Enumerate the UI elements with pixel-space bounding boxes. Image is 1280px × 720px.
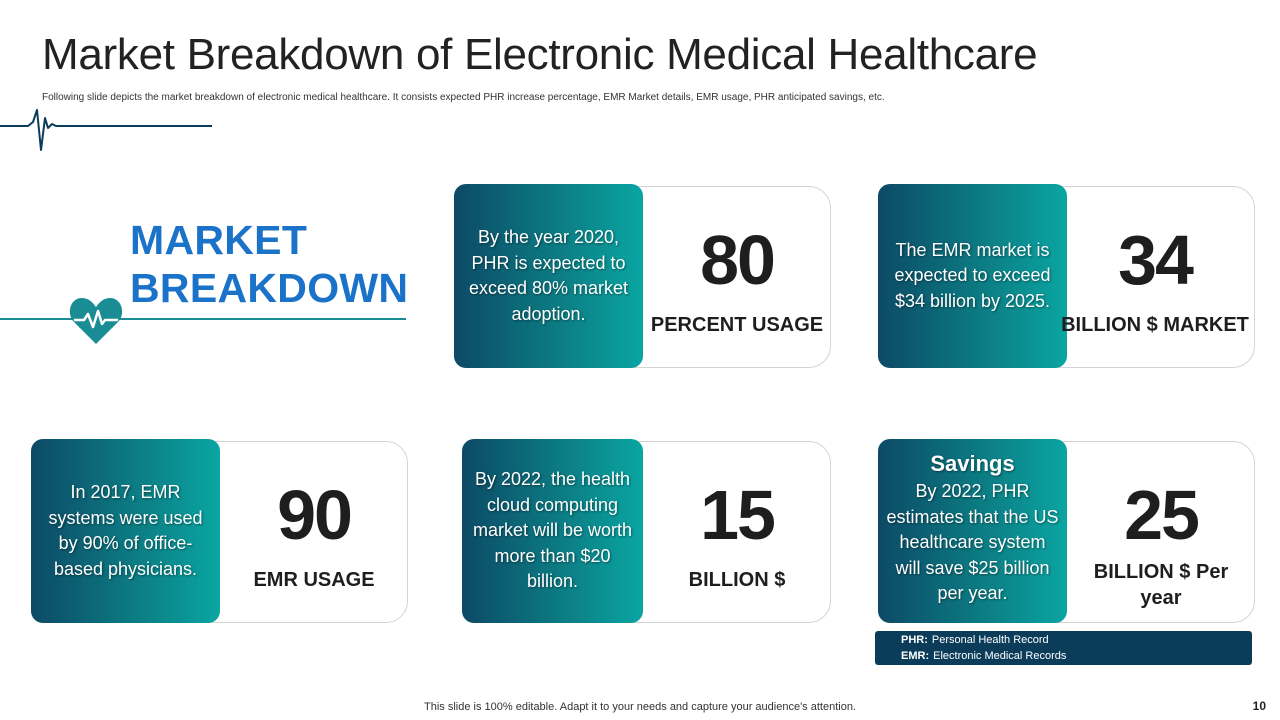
stat-card-phr-savings: Savings By 2022, PHR estimates that the … <box>878 439 1255 624</box>
stat-card-health-cloud: By 2022, the health cloud computing mark… <box>454 439 831 624</box>
card-description: By 2022, PHR estimates that the US healt… <box>886 481 1059 603</box>
card-number: 15 <box>700 476 776 554</box>
market-breakdown-heading: MARKET BREAKDOWN <box>130 216 408 312</box>
abbreviation-legend: PHR: Personal Health Record EMR: Electroni… <box>875 631 1252 665</box>
stat-card-phr-adoption: By the year 2020, PHR is expected to exc… <box>454 184 831 369</box>
legend-item: EMR: Electronic Medical Records <box>901 649 1252 665</box>
footer-note: This slide is 100% editable. Adapt it to… <box>424 701 856 713</box>
card-unit: BILLION $ Per year <box>1093 561 1229 609</box>
card-description: The EMR market is expected to exceed $34… <box>894 239 1051 311</box>
card-unit: PERCENT USAGE <box>650 314 824 336</box>
heading-line-2: BREAKDOWN <box>130 265 409 311</box>
card-number: 34 <box>1118 221 1194 299</box>
card-number: 25 <box>1124 476 1200 554</box>
card-unit: BILLION $ MARKET <box>1061 314 1249 336</box>
card-description: By 2022, the health cloud computing mark… <box>472 469 633 592</box>
page-number: 10 <box>1252 699 1266 713</box>
legend-item: PHR: Personal Health Record <box>901 633 1252 649</box>
legend-abbr: PHR: <box>901 634 928 646</box>
slide-title: Market Breakdown of Electronic Medical H… <box>42 30 1038 79</box>
card-description: In 2017, EMR systems were used by 90% of… <box>48 482 203 579</box>
card-description-panel: In 2017, EMR systems were used by 90% of… <box>31 439 220 623</box>
stat-card-emr-market: The EMR market is expected to exceed $34… <box>878 184 1255 369</box>
card-heading: Savings <box>930 451 1015 476</box>
card-description-panel: By the year 2020, PHR is expected to exc… <box>454 184 643 368</box>
card-description-panel: The EMR market is expected to exceed $34… <box>878 184 1067 368</box>
card-number: 90 <box>277 476 353 554</box>
legend-text: Electronic Medical Records <box>933 649 1067 662</box>
heartbeat-line-icon <box>0 109 212 151</box>
card-description-panel: By 2022, the health cloud computing mark… <box>462 439 643 623</box>
stat-card-emr-usage: In 2017, EMR systems were used by 90% of… <box>31 439 408 624</box>
card-description-panel: Savings By 2022, PHR estimates that the … <box>878 439 1067 623</box>
slide-subtitle: Following slide depicts the market break… <box>42 92 885 103</box>
heading-line-1: MARKET <box>130 217 308 263</box>
card-description: By the year 2020, PHR is expected to exc… <box>468 227 629 324</box>
card-unit: EMR USAGE <box>253 569 375 591</box>
heading-divider <box>0 318 406 320</box>
heart-pulse-icon <box>69 298 123 344</box>
legend-text: Personal Health Record <box>931 634 1049 646</box>
card-number: 80 <box>700 221 776 299</box>
card-unit: BILLION $ <box>688 569 786 591</box>
legend-abbr: EMR: <box>901 649 930 662</box>
